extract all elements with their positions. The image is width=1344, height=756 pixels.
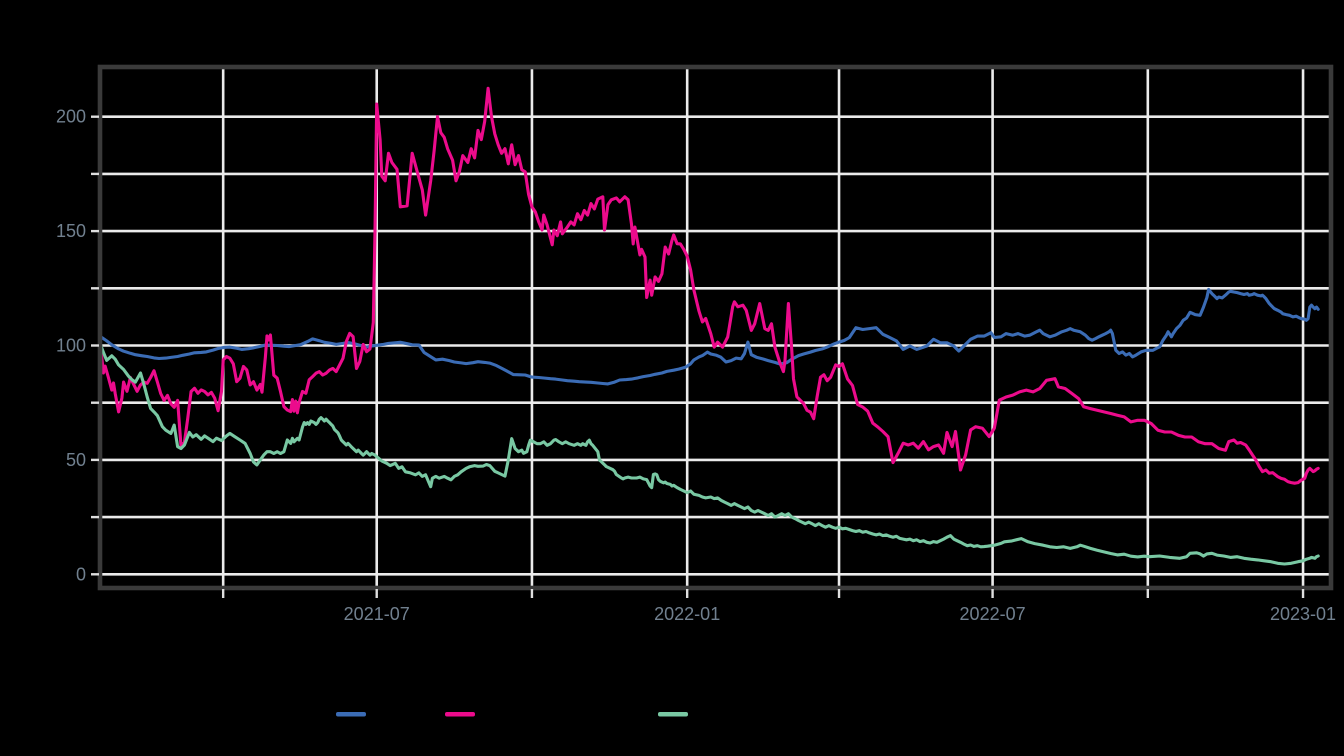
axis-ticks — [91, 115, 1305, 598]
x-tick-label: 2021-07 — [344, 604, 410, 624]
y-tick-label: 200 — [56, 107, 86, 127]
series-line-blue — [98, 287, 1320, 386]
axes-spines — [97, 64, 1334, 591]
axis-tick-labels: 0 50 100 150 200 2021-07 2022-01 2022-07 2023-01 — [56, 107, 1336, 624]
series-lines — [98, 86, 1320, 566]
series-line-pink — [98, 86, 1320, 485]
plot-frame — [97, 64, 1334, 591]
series-line-green — [98, 341, 1320, 566]
gridlines — [100, 67, 1331, 588]
legend — [336, 712, 688, 717]
x-tick-label: 2022-07 — [960, 604, 1026, 624]
y-tick-label: 50 — [66, 450, 86, 470]
legend-swatch-blue — [336, 712, 366, 717]
y-tick-label: 150 — [56, 221, 86, 241]
x-tick-label: 2022-01 — [654, 604, 720, 624]
x-tick-label: 2023-01 — [1270, 604, 1336, 624]
legend-swatch-green — [658, 712, 688, 717]
y-tick-label: 0 — [76, 564, 86, 584]
y-tick-label: 100 — [56, 336, 86, 356]
legend-swatch-pink — [445, 712, 475, 717]
